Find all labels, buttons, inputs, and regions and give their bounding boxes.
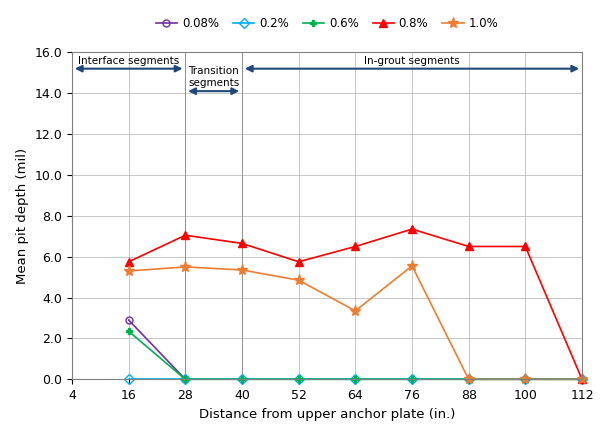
0.08% [125,317,132,323]
0.8% [295,259,302,264]
1.0% [578,377,586,382]
0.6% [352,377,359,382]
Line: 1.0%: 1.0% [123,260,587,385]
Line: 0.6%: 0.6% [125,328,586,383]
0.6% [465,377,472,382]
1.0% [125,269,132,274]
1.0% [295,278,302,283]
0.8% [352,244,359,249]
1.0% [238,267,245,272]
Text: Transition
segments: Transition segments [188,66,239,88]
Legend: 0.08%, 0.2%, 0.6%, 0.8%, 1.0%: 0.08%, 0.2%, 0.6%, 0.8%, 1.0% [151,13,503,35]
0.8% [238,241,245,246]
0.2% [295,377,302,382]
1.0% [465,377,472,382]
0.2% [465,377,472,382]
Line: 0.08%: 0.08% [125,317,189,383]
0.2% [522,377,529,382]
0.6% [238,377,245,382]
0.2% [352,377,359,382]
0.8% [465,244,472,249]
0.2% [578,377,586,382]
0.6% [409,377,416,382]
1.0% [352,308,359,313]
1.0% [522,377,529,382]
0.8% [125,259,132,264]
X-axis label: Distance from upper anchor plate (in.): Distance from upper anchor plate (in.) [199,408,455,421]
Text: Interface segments: Interface segments [78,56,179,65]
0.8% [182,233,189,238]
0.8% [409,226,416,232]
Y-axis label: Mean pit depth (mil): Mean pit depth (mil) [16,148,29,284]
0.8% [578,377,586,382]
1.0% [409,263,416,269]
0.8% [522,244,529,249]
0.6% [522,377,529,382]
0.6% [125,329,132,334]
0.6% [578,377,586,382]
Line: 0.2%: 0.2% [125,376,586,383]
0.2% [182,377,189,382]
0.6% [295,377,302,382]
0.08% [182,377,189,382]
0.2% [409,377,416,382]
0.2% [125,377,132,382]
1.0% [182,264,189,269]
0.6% [182,377,189,382]
Line: 0.8%: 0.8% [125,225,586,384]
0.2% [238,377,245,382]
Text: In-grout segments: In-grout segments [364,56,460,65]
